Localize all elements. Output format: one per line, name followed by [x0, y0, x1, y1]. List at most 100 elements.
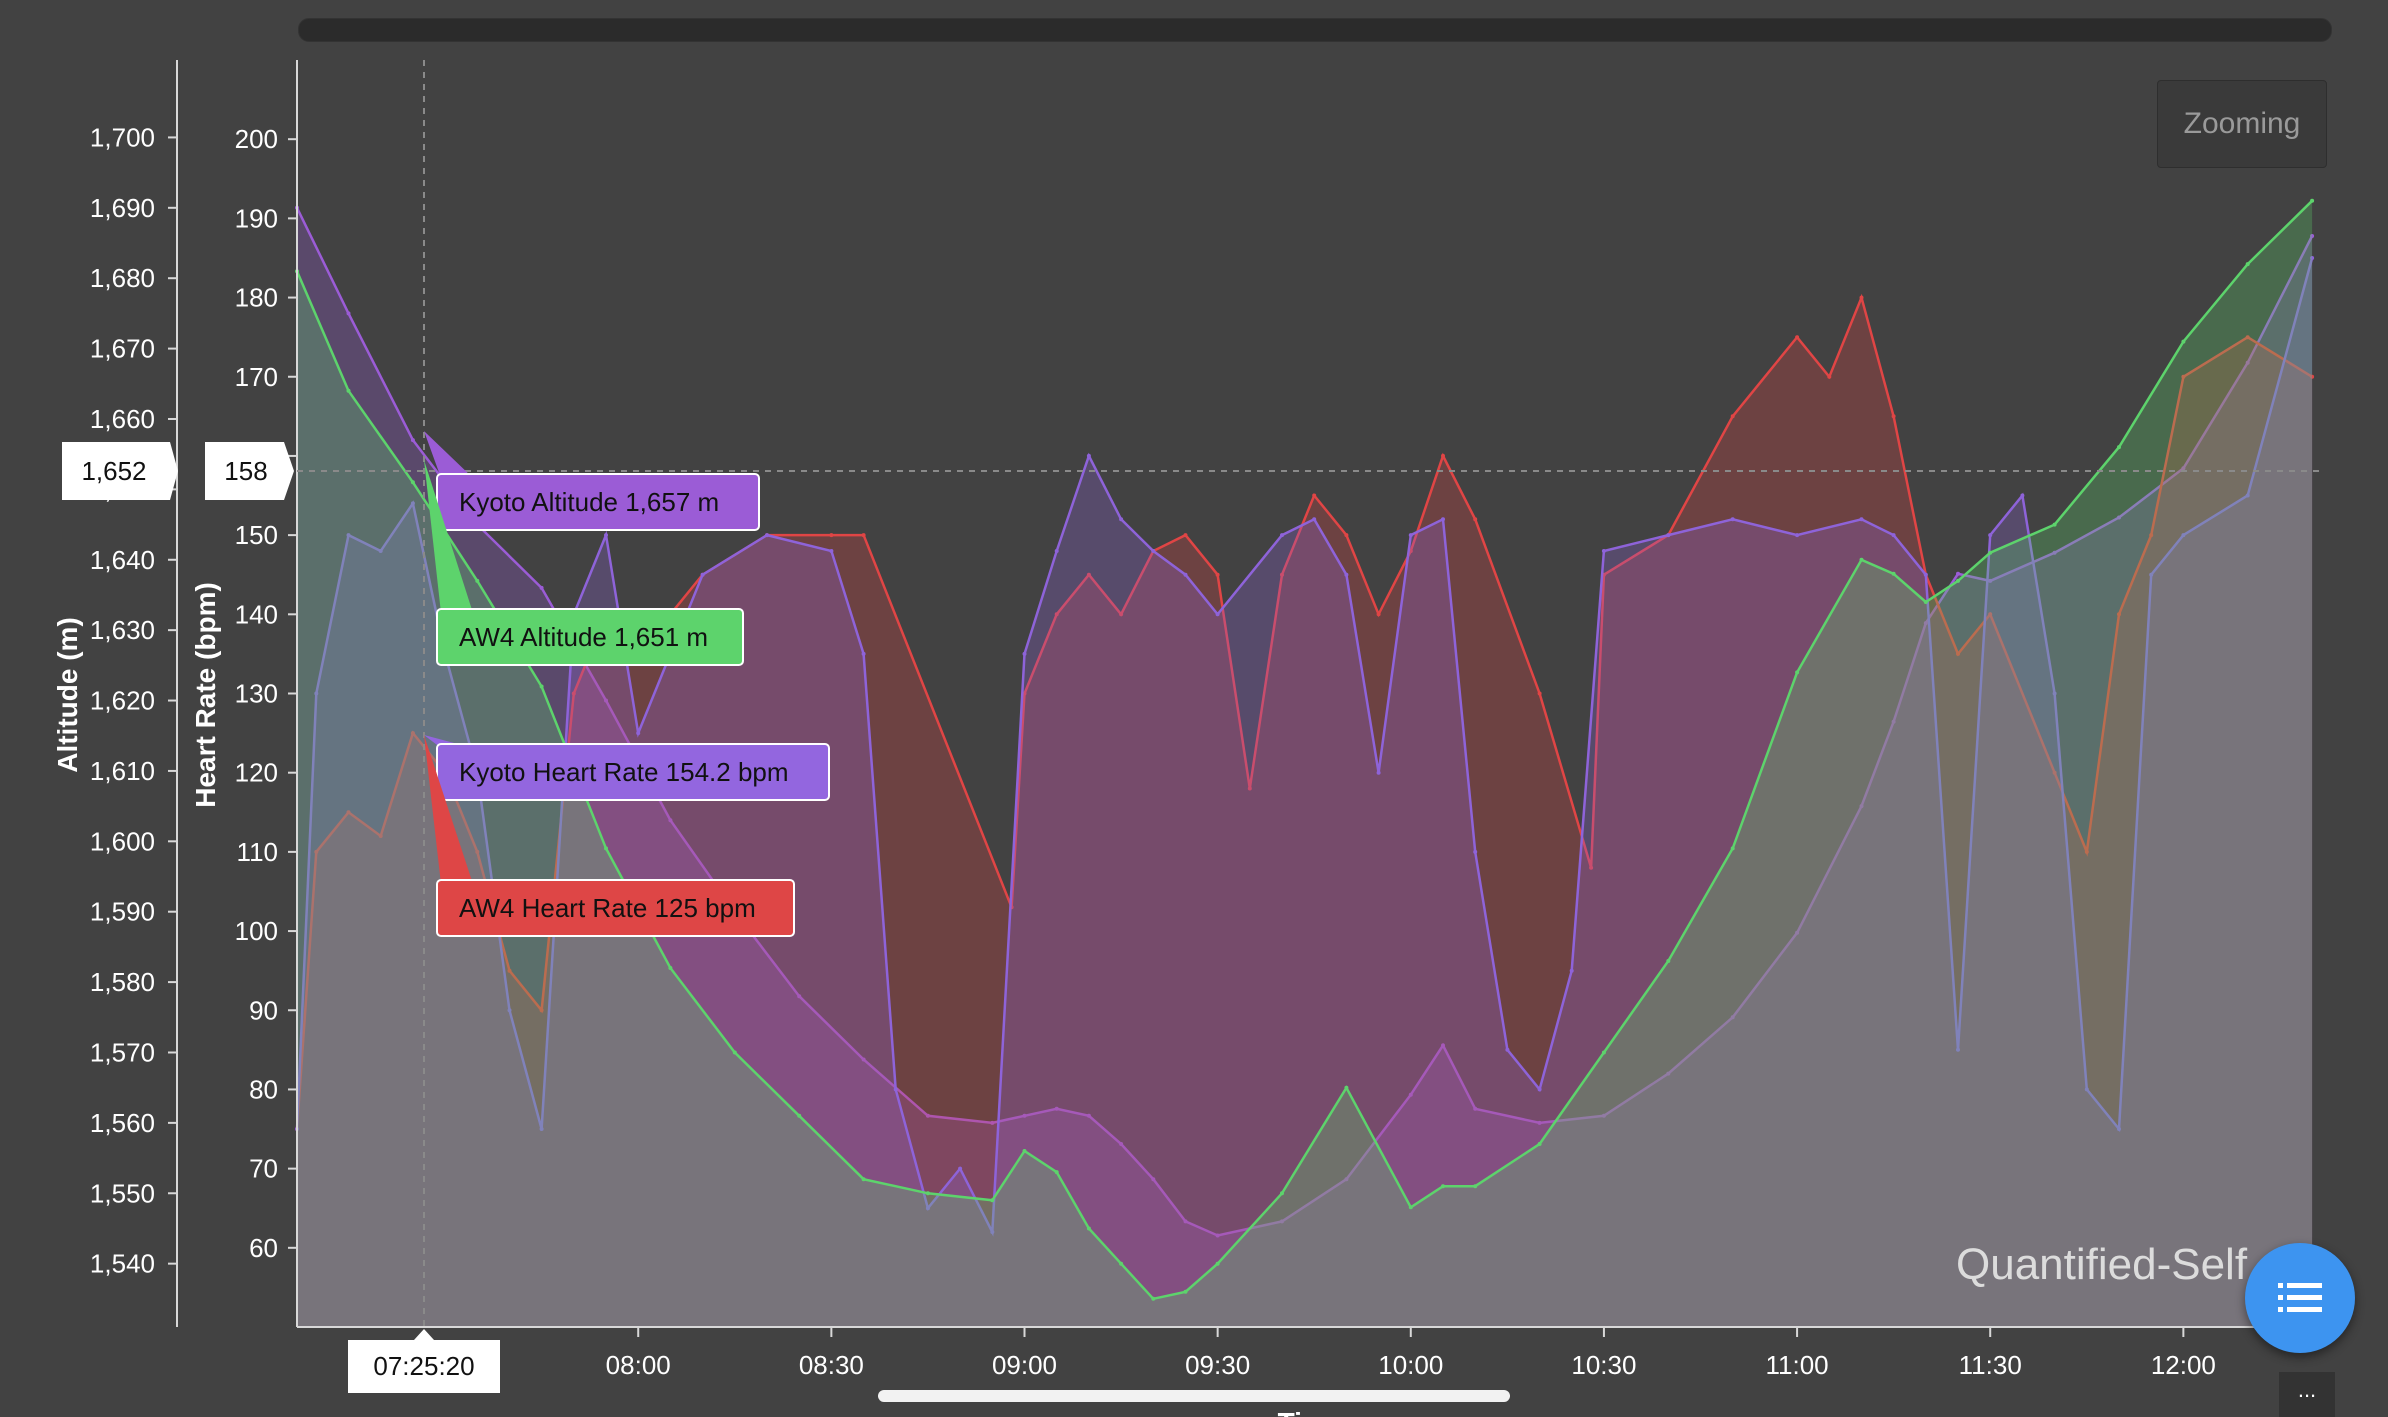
- aw4-altitude-point: [925, 1191, 930, 1196]
- kyoto-heart-rate-point: [1859, 517, 1864, 522]
- kyoto-altitude-point: [861, 1057, 866, 1062]
- aw4-altitude-point: [1923, 600, 1928, 604]
- kyoto-heart-rate-point: [410, 501, 415, 506]
- kyoto-heart-rate-point: [958, 1166, 963, 1171]
- aw4-altitude-point: [1537, 1142, 1542, 1146]
- aw4-altitude-point: [410, 480, 415, 485]
- altitude-tick-label: 1,550: [90, 1178, 155, 1208]
- aw4-altitude-point: [1988, 550, 1993, 555]
- kyoto-heart-rate-point: [636, 731, 641, 736]
- kyoto-heart-rate-point: [1215, 612, 1220, 617]
- top-scrollbar[interactable]: [298, 18, 2332, 42]
- kyoto-heart-rate-point: [2245, 493, 2250, 498]
- axes-layer: Altitude (m) Heart Rate (bpm) Time: [52, 60, 2325, 1417]
- hr-tick-label: 90: [249, 995, 278, 1025]
- list-menu-button[interactable]: [2245, 1243, 2355, 1353]
- aw4-heart-rate-point: [1054, 612, 1059, 617]
- kyoto-heart-rate-point: [346, 533, 351, 538]
- kyoto-heart-rate-point: [1569, 968, 1574, 973]
- aw4-heart-rate-point: [1537, 691, 1542, 696]
- kyoto-altitude-point: [1859, 804, 1864, 809]
- kyoto-heart-rate-point: [700, 572, 705, 577]
- kyoto-altitude-point: [1795, 930, 1800, 935]
- hr-tick-label: 110: [237, 837, 278, 867]
- aw4-heart-rate-point: [475, 849, 480, 854]
- aw4-altitude-area: [297, 200, 2313, 1327]
- aw4-altitude-point: [1956, 578, 1960, 583]
- aw4-altitude-point: [2117, 445, 2121, 450]
- time-tick-label: 09:00: [992, 1350, 1057, 1380]
- kyoto-heart-rate-point: [861, 651, 866, 656]
- altitude-tick-label: 1,660: [90, 404, 155, 434]
- aw4-heart-rate-point: [1891, 414, 1896, 419]
- aw4-heart-rate-point: [2245, 335, 2250, 340]
- kyoto-heart-rate-point: [2052, 691, 2057, 696]
- kyoto-heart-rate-point: [1344, 572, 1349, 577]
- tooltip-aw4-heart-rate-box: [436, 879, 795, 937]
- kyoto-heart-rate-point: [2181, 533, 2186, 538]
- aw4-altitude-point: [861, 1177, 866, 1182]
- altitude-tick-label: 1,630: [90, 615, 155, 645]
- kyoto-altitude-point: [1956, 571, 1960, 576]
- kyoto-altitude-point: [539, 585, 544, 590]
- kyoto-heart-rate-point: [1795, 533, 1800, 538]
- aw4-heart-rate-point: [314, 849, 319, 854]
- aw4-heart-rate-point: [1344, 533, 1349, 538]
- kyoto-altitude-point: [1183, 1219, 1188, 1224]
- kyoto-heart-rate-point: [1022, 651, 1027, 656]
- horizontal-scroll-thumb[interactable]: [878, 1390, 1510, 1402]
- kyoto-heart-rate-point: [1183, 572, 1188, 577]
- hr-tick-label: 60: [249, 1233, 278, 1263]
- altitude-tick-label: 1,700: [90, 122, 155, 152]
- aw4-heart-rate-point: [1215, 572, 1220, 577]
- tooltip-kyoto-altitude-1,657-text: Kyoto Altitude 1,657 m: [459, 487, 719, 517]
- watermark: Quantified-Self: [1956, 1240, 2248, 1289]
- aw4-altitude-point: [1086, 1226, 1091, 1231]
- aw4-heart-rate-point: [410, 731, 415, 736]
- aw4-heart-rate-point: [1795, 335, 1800, 340]
- kyoto-altitude-point: [925, 1113, 930, 1118]
- aw4-altitude-point: [1666, 959, 1671, 963]
- kyoto-heart-rate-point: [1473, 849, 1478, 854]
- time-cursor-value: 07:25:20: [373, 1351, 474, 1381]
- kyoto-heart-rate-point: [2117, 1127, 2121, 1131]
- kyoto-altitude-point: [2181, 466, 2186, 471]
- kyoto-heart-rate-point: [1891, 533, 1896, 538]
- hr-tick-label: 150: [235, 520, 278, 550]
- aw4-altitude-point: [346, 388, 351, 393]
- altitude-tick-label: 1,640: [90, 545, 155, 575]
- aw4-heart-rate-point: [1312, 493, 1317, 498]
- aw4-heart-rate-point: [2117, 612, 2121, 617]
- kyoto-altitude-point: [2310, 234, 2315, 238]
- kyoto-altitude-point: [1891, 719, 1896, 724]
- time-tick-label: 09:30: [1185, 1350, 1250, 1380]
- altitude-tick-label: 1,540: [90, 1249, 155, 1279]
- aw4-heart-rate-point: [346, 810, 351, 815]
- altitude-tick-label: 1,580: [90, 967, 155, 997]
- kyoto-heart-rate-point: [1441, 517, 1445, 522]
- kyoto-heart-rate-point: [1505, 1047, 1510, 1052]
- aw4-altitude-point: [2245, 262, 2250, 267]
- aw4-altitude-point: [539, 684, 544, 689]
- aw4-altitude-point: [2052, 522, 2057, 527]
- kyoto-heart-rate-point: [1601, 549, 1606, 553]
- kyoto-heart-rate-point: [1730, 517, 1735, 522]
- time-tick-label: 08:30: [799, 1350, 864, 1380]
- list-icon: [2278, 1283, 2322, 1312]
- kyoto-altitude-point: [1280, 1219, 1284, 1224]
- aw4-altitude-point: [1183, 1289, 1188, 1294]
- kyoto-altitude-point: [2245, 360, 2250, 365]
- kyoto-altitude-point: [1022, 1113, 1027, 1118]
- more-button[interactable]: ...: [2279, 1372, 2335, 1417]
- aw4-altitude-point: [1344, 1085, 1349, 1090]
- hr-tick-label: 140: [235, 599, 278, 629]
- kyoto-altitude-point: [1086, 1113, 1091, 1118]
- tooltip-aw4-heart-rate-pointer: [424, 735, 473, 884]
- kyoto-heart-rate-point: [1119, 517, 1124, 522]
- zoom-button[interactable]: Zooming: [2157, 80, 2327, 168]
- aw4-altitude-point: [1054, 1170, 1059, 1175]
- aw4-heart-rate-point: [1730, 414, 1735, 419]
- aw4-altitude-point: [1441, 1184, 1445, 1189]
- kyoto-heart-rate-point: [1988, 533, 1993, 538]
